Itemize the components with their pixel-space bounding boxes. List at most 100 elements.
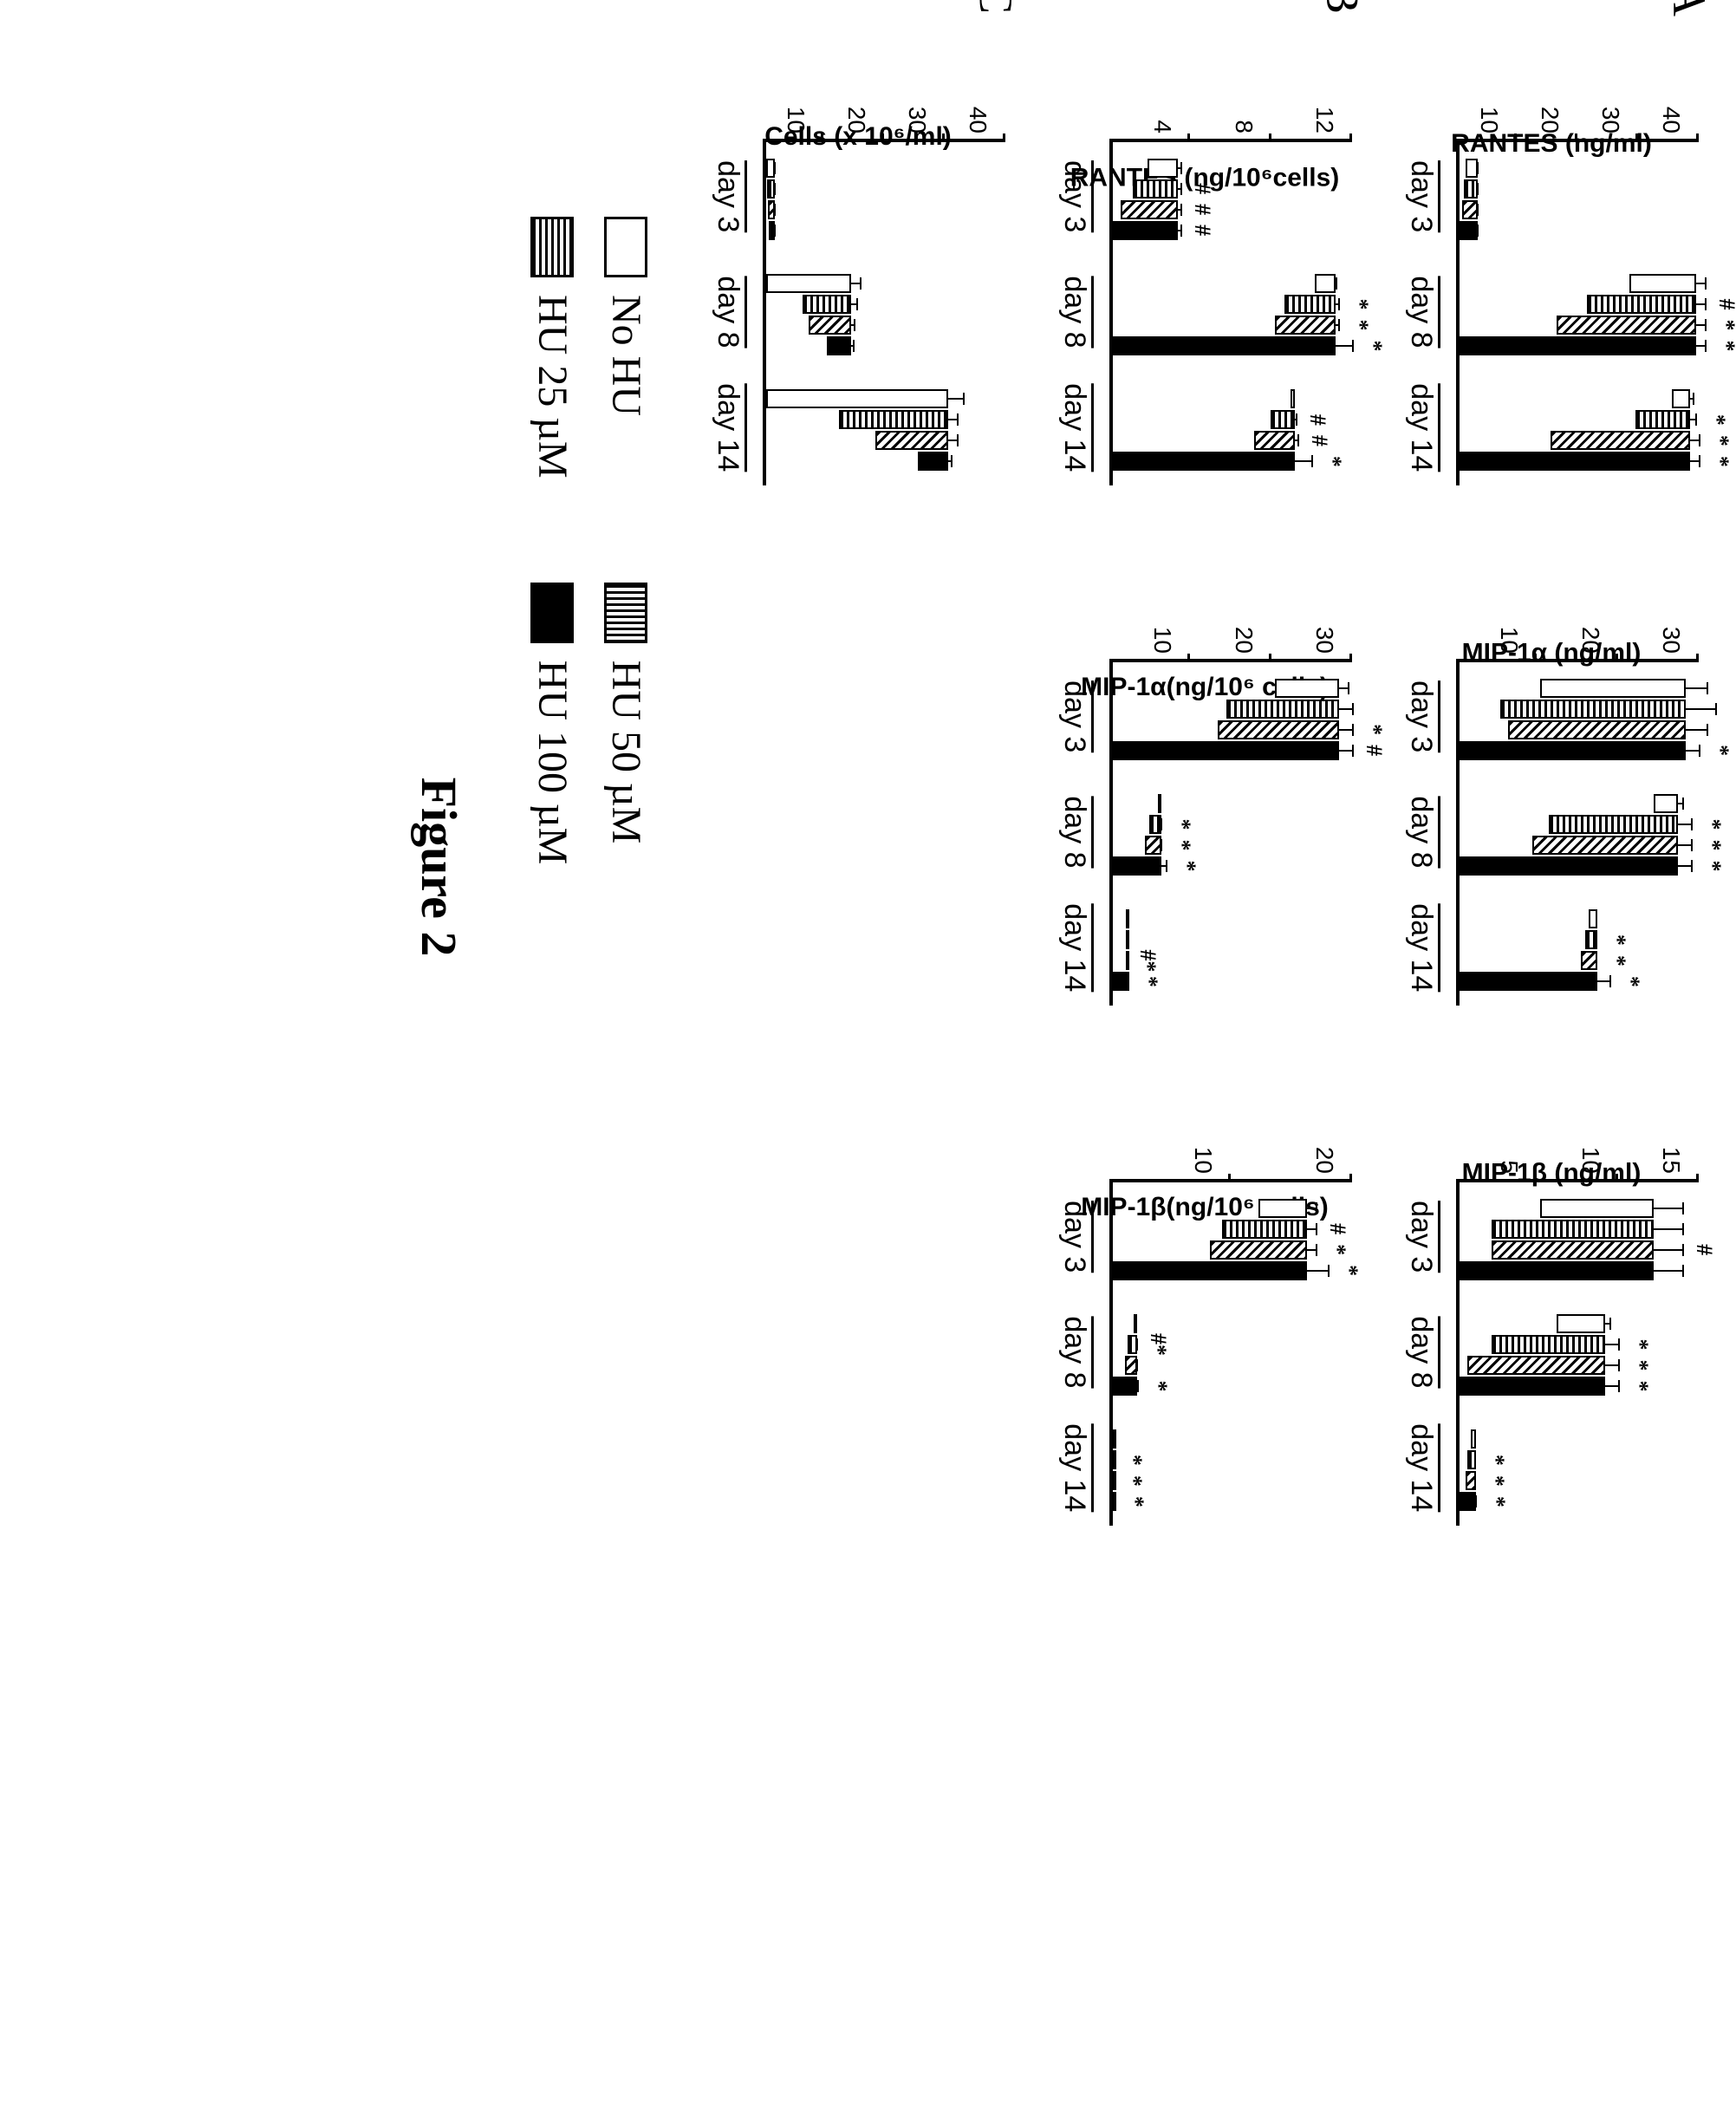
error-bar [1337, 750, 1354, 752]
bar-group: # [1460, 1199, 1654, 1280]
panel-row-B: BRANTES (ng/10⁶cells)###***##*4812day 3d… [1049, 43, 1361, 1690]
significance-marker: * [1121, 1475, 1147, 1487]
y-tick-label: 20 [842, 95, 870, 133]
significance-marker: * [1713, 341, 1736, 352]
bar: * [1460, 1492, 1476, 1511]
error-bar [1135, 1344, 1138, 1345]
bar [1462, 200, 1478, 219]
significance-marker: * [1361, 724, 1387, 735]
bar-group: #** [1460, 274, 1696, 355]
y-tick-mark [1696, 1174, 1699, 1182]
x-group-label: day 14 [1057, 1410, 1091, 1526]
bar: * [1460, 1377, 1605, 1396]
bar: #* [1126, 951, 1129, 970]
error-bar [1176, 188, 1182, 190]
error-bar [1476, 209, 1479, 211]
x-group-label: day 8 [1404, 254, 1438, 369]
error-bar [1688, 439, 1700, 441]
y-tick-label: 20 [1536, 95, 1564, 133]
significance-marker: * [1169, 819, 1195, 830]
legend-swatch [531, 583, 575, 643]
bar [1500, 700, 1687, 719]
error-bar [1334, 303, 1340, 305]
bar: # [1271, 410, 1295, 429]
bar-group: *** [1460, 1429, 1476, 1511]
y-tick-mark [1575, 133, 1577, 142]
panel-label: B [1316, 0, 1369, 14]
error-bar [1694, 283, 1707, 284]
bar: # [1254, 431, 1295, 450]
error-bar [1688, 398, 1694, 400]
bar: * [1284, 295, 1335, 314]
error-bar [1676, 865, 1693, 867]
panel-row-A: ARANTES (ng/ml)#*****10203040day 3day 8d… [1395, 43, 1707, 1690]
bar: # [1492, 1240, 1654, 1260]
error-bar [774, 167, 776, 169]
error-bar [849, 345, 855, 347]
bar [1134, 1314, 1137, 1333]
y-tick-mark [1269, 133, 1271, 142]
error-bar [946, 398, 965, 400]
significance-marker: # [1713, 299, 1736, 310]
bar [1460, 1261, 1654, 1280]
bar [803, 295, 851, 314]
bar [1460, 221, 1478, 240]
y-tick-label: 20 [1310, 1136, 1338, 1174]
legend-column: HU 50 µMHU 100 µM [529, 583, 650, 865]
x-group-label: day 14 [711, 370, 744, 485]
plot-area [763, 139, 1005, 485]
significance-marker: # [1189, 183, 1215, 194]
bar: * [1113, 972, 1129, 991]
y-tick-label: 15 [1657, 1136, 1685, 1174]
legend-item: HU 50 µM [602, 583, 650, 865]
bar-group: *** [1460, 1314, 1605, 1396]
error-bar [1334, 345, 1354, 347]
bar: * [1585, 930, 1597, 949]
significance-marker: * [1483, 1455, 1509, 1466]
bar [1589, 909, 1596, 928]
y-tick-label: 10 [1148, 615, 1176, 654]
error-bar [946, 419, 959, 420]
significance-marker: # [1189, 225, 1215, 236]
significance-marker: # [1361, 745, 1387, 756]
significance-marker: * [1700, 861, 1726, 872]
error-bar [1596, 918, 1598, 920]
error-bar [1305, 1249, 1317, 1251]
y-tick-mark [1228, 1174, 1231, 1182]
error-bar [1135, 1323, 1136, 1325]
significance-marker: * [1347, 320, 1373, 331]
error-bar [1684, 708, 1716, 710]
significance-marker: * [1618, 976, 1644, 987]
error-bar [1334, 324, 1340, 326]
error-bar [1676, 844, 1693, 846]
bar [1464, 179, 1478, 199]
error-bar [1694, 345, 1707, 347]
error-bar [1293, 398, 1295, 400]
bar [1508, 720, 1686, 739]
x-group-label: day 8 [711, 254, 744, 369]
panel-label: C [969, 0, 1023, 14]
bar-group: *** [1460, 909, 1597, 991]
significance-marker: * [1121, 1455, 1147, 1466]
panel-label: A [1662, 0, 1716, 16]
bar: * [1492, 1335, 1605, 1354]
y-tick-label: 8 [1230, 95, 1258, 133]
y-tick-mark [881, 133, 884, 142]
bar [1125, 1356, 1137, 1375]
figure-container: ARANTES (ng/ml)#*****10203040day 3day 8d… [0, 43, 1707, 1690]
bar: #* [1128, 1335, 1137, 1354]
x-group-label: day 3 [1404, 139, 1438, 254]
bar [918, 452, 948, 471]
bar: * [1113, 1450, 1116, 1469]
legend-label: No HU [602, 295, 650, 416]
error-bar [1160, 865, 1167, 867]
bar: * [1460, 452, 1690, 471]
error-bar [1305, 1270, 1330, 1272]
bar-group: *** [1460, 389, 1690, 471]
bar: * [1549, 815, 1678, 834]
error-bar [774, 209, 776, 211]
y-tick-mark [1349, 654, 1352, 662]
bar [766, 274, 851, 293]
y-tick-mark [1616, 654, 1618, 662]
significance-marker: * [1705, 414, 1731, 426]
